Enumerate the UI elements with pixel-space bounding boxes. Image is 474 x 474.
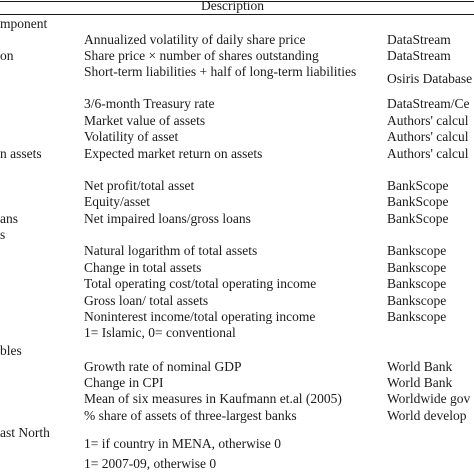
row-source: Bankscope (387, 243, 447, 258)
row-source: Bankscope (387, 293, 447, 308)
row-description: Noninterest income/total operating incom… (84, 309, 316, 324)
row-description: % share of assets of three-largest banks (84, 408, 297, 423)
row-description: Market value of assets (84, 113, 206, 128)
row-description: Mean of six measures in Kaufmann et.al (… (84, 391, 342, 406)
row-description: Change in CPI (84, 375, 164, 390)
row-description: Natural logarithm of total assets (84, 243, 258, 258)
row-description: 1= if country in MENA, otherwise 0 (84, 436, 281, 451)
row-source: BankScope (387, 178, 449, 193)
row-source: Authors' calcul (387, 129, 469, 144)
column-header-description: Description (201, 0, 264, 13)
row-label: on (0, 48, 14, 63)
row-source: DataStream (387, 32, 451, 47)
row-source: DataStream (387, 48, 451, 63)
row-description: Equity/asset (84, 194, 150, 209)
row-description: Expected market return on assets (84, 146, 263, 161)
row-description: Net impaired loans/gross loans (84, 211, 251, 226)
row-source: BankScope (387, 211, 449, 226)
row-source: World develop (387, 408, 467, 423)
row-description: Total operating cost/total operating inc… (84, 276, 317, 291)
row-description: Short-term liabilities + half of long-te… (84, 64, 357, 79)
row-description: 1= Islamic, 0= conventional (84, 325, 236, 340)
row-description: Annualized volatility of daily share pri… (84, 32, 306, 47)
row-description: Volatility of asset (84, 129, 179, 144)
row-source: Bankscope (387, 276, 447, 291)
row-label: ast North (0, 425, 50, 440)
row-source: DataStream/Ce (387, 96, 470, 111)
header-rule (0, 14, 474, 15)
row-description: Growth rate of nominal GDP (84, 359, 242, 374)
row-source: Bankscope (387, 260, 447, 275)
row-description: 1= 2007-09, otherwise 0 (84, 456, 217, 471)
row-source: World Bank (387, 359, 453, 374)
row-label: n assets (0, 146, 42, 161)
row-description: Share price × number of shares outstandi… (84, 48, 319, 63)
row-source: Authors' calcul (387, 113, 469, 128)
row-label: bles (0, 343, 22, 358)
row-description: 3/6-month Treasury rate (84, 96, 215, 111)
row-description: Gross loan/ total assets (84, 293, 209, 308)
row-source: Bankscope (387, 309, 447, 324)
row-source: Worldwide gov (387, 391, 471, 406)
row-source: Osiris Database (387, 71, 473, 86)
row-source: BankScope (387, 194, 449, 209)
row-description: Net profit/total asset (84, 178, 195, 193)
row-source: World Bank (387, 375, 453, 390)
table-top-rule (0, 1, 474, 2)
row-label: s (0, 227, 6, 242)
row-description: Change in total assets (84, 260, 202, 275)
row-source: Authors' calcul (387, 146, 469, 161)
row-label: mponent (0, 16, 48, 31)
row-label: ans (0, 211, 18, 226)
